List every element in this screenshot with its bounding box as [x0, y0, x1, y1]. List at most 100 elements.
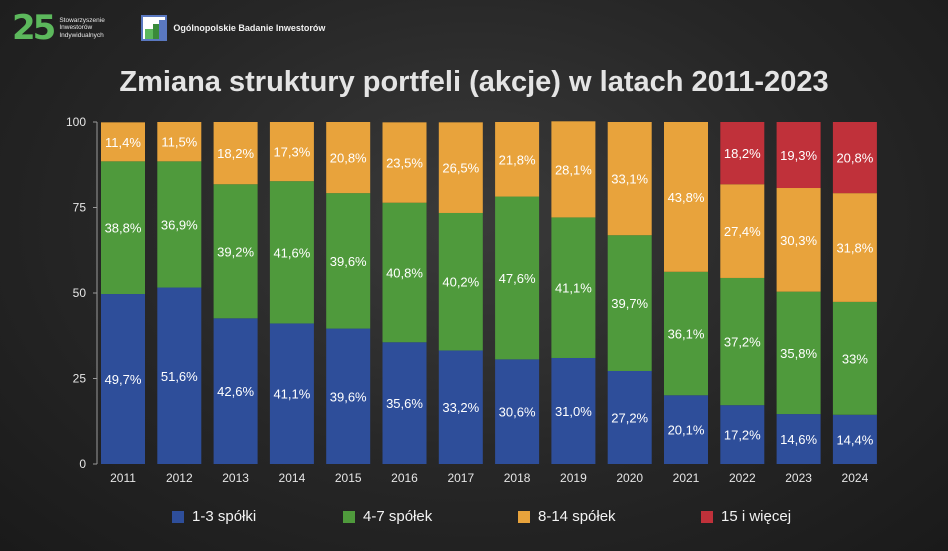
- bar-segment: [101, 294, 145, 464]
- bar-data-label: 43,8%: [668, 190, 705, 205]
- x-tick-label: 2024: [842, 471, 869, 485]
- bar-data-label: 30,6%: [499, 405, 536, 420]
- bar-data-label: 39,7%: [611, 296, 648, 311]
- bar-data-label: 41,1%: [273, 387, 310, 402]
- x-tick-label: 2021: [673, 471, 700, 485]
- bar-segment: [101, 122, 145, 162]
- bar-data-label: 33,1%: [611, 172, 648, 187]
- bar-segment: [551, 217, 596, 358]
- bar-data-label: 39,6%: [330, 254, 367, 269]
- bar-segment: [213, 184, 258, 319]
- legend-label: 8-14 spółek: [538, 508, 616, 525]
- x-tick-label: 2013: [222, 471, 249, 485]
- logos-area: 25 Stowarzyszenie Inwestorów Indywidualn…: [12, 8, 325, 48]
- x-tick-label: 2022: [729, 471, 756, 485]
- bar-data-label: 31,0%: [555, 404, 592, 419]
- x-tick-label: 2019: [560, 471, 587, 485]
- bar-segment: [720, 122, 765, 185]
- bar-data-label: 18,2%: [217, 146, 254, 161]
- legend-item: 4-7 spółek: [343, 508, 432, 525]
- bar-data-label: 47,6%: [499, 271, 536, 286]
- bar-data-label: 33%: [842, 351, 868, 366]
- bar-data-label: 20,1%: [668, 423, 705, 438]
- bar-segment: [382, 202, 427, 343]
- bar-segment: [495, 196, 540, 360]
- bar-data-label: 18,2%: [724, 146, 761, 161]
- chart-title: Zmiana struktury portfeli (akcje) w lata…: [119, 66, 829, 98]
- x-tick-label: 2020: [616, 471, 643, 485]
- bar-data-label: 49,7%: [105, 372, 142, 387]
- bar-segment: [607, 122, 652, 236]
- bar-data-label: 37,2%: [724, 335, 761, 350]
- y-tick-label: 100: [66, 115, 86, 129]
- bar-segment: [776, 291, 821, 415]
- bar-data-label: 23,5%: [386, 156, 423, 171]
- bar-data-label: 35,8%: [780, 346, 817, 361]
- bar-data-label: 26,5%: [442, 161, 479, 176]
- sii-logo: 25 Stowarzyszenie Inwestorów Indywidualn…: [12, 11, 131, 45]
- bar-segment: [607, 370, 652, 464]
- bar-data-label: 14,4%: [836, 432, 873, 447]
- bar-data-label: 36,1%: [668, 327, 705, 342]
- bar-segment: [664, 122, 708, 272]
- bar-data-label: 39,6%: [330, 389, 367, 404]
- bar-data-label: 20,8%: [836, 151, 873, 166]
- x-tick-label: 2023: [785, 471, 812, 485]
- bar-data-label: 28,1%: [555, 162, 592, 177]
- bar-segment: [551, 357, 596, 464]
- bar-data-label: 38,8%: [105, 221, 142, 236]
- bar-segment: [720, 405, 765, 464]
- bar-segment: [832, 193, 877, 302]
- bar-data-label: 33,2%: [442, 400, 479, 415]
- sii-logo-text: Stowarzyszenie Inwestorów Indywidualnych: [59, 16, 105, 39]
- bar-segment: [832, 414, 877, 464]
- bar-segment: [213, 318, 258, 464]
- bar-segment: [326, 193, 371, 329]
- legend-item: 15 i więcej: [701, 508, 791, 525]
- x-tick-label: 2011: [110, 471, 136, 485]
- legend-item: 8-14 spółek: [518, 508, 616, 525]
- legend-label: 1-3 spółki: [192, 508, 257, 525]
- bar-segment: [495, 122, 540, 197]
- bar-segment: [382, 342, 427, 464]
- bar-data-label: 41,6%: [273, 245, 310, 260]
- legend-item: 1-3 spółki: [172, 508, 256, 525]
- x-tick-label: 2014: [279, 471, 306, 485]
- bar-segment: [495, 359, 540, 464]
- y-tick-label: 0: [79, 457, 86, 471]
- bar-segment: [269, 323, 314, 464]
- x-tick-label: 2017: [447, 471, 474, 485]
- bar-data-label: 42,6%: [217, 384, 254, 399]
- bar-segment: [720, 277, 765, 406]
- bar-segment: [551, 121, 596, 218]
- bar-data-label: 11,4%: [105, 135, 141, 150]
- bar-data-label: 40,2%: [442, 275, 479, 290]
- bar-segment: [269, 181, 314, 324]
- legend-swatch: [343, 510, 355, 523]
- x-tick-label: 2018: [504, 471, 531, 485]
- bar-segment: [664, 271, 708, 396]
- x-tick-label: 2016: [391, 471, 418, 485]
- bar-segment: [101, 161, 145, 295]
- bar-data-label: 17,3%: [273, 145, 310, 160]
- bar-data-label: 39,2%: [217, 244, 254, 259]
- bar-data-label: 40,8%: [386, 265, 423, 280]
- bar-segment: [157, 287, 202, 464]
- bar-segment: [326, 328, 371, 464]
- bar-segment: [269, 122, 314, 182]
- bar-segment: [157, 122, 202, 162]
- y-tick-label: 75: [73, 201, 87, 215]
- y-tick-label: 25: [73, 372, 87, 386]
- bar-data-label: 21,8%: [499, 152, 536, 167]
- bar-segment: [776, 414, 821, 464]
- bar-segment: [720, 184, 765, 278]
- bar-data-label: 20,8%: [330, 151, 367, 166]
- obi-logo: Ogólnopolskie Badanie Inwestorów: [141, 15, 325, 41]
- bar-data-label: 17,2%: [724, 428, 761, 443]
- y-tick-label: 50: [73, 286, 87, 300]
- bar-data-label: 41,1%: [555, 281, 592, 296]
- x-tick-label: 2015: [335, 471, 362, 485]
- sii-25-mark: 25: [12, 8, 56, 48]
- bar-segment: [664, 395, 708, 464]
